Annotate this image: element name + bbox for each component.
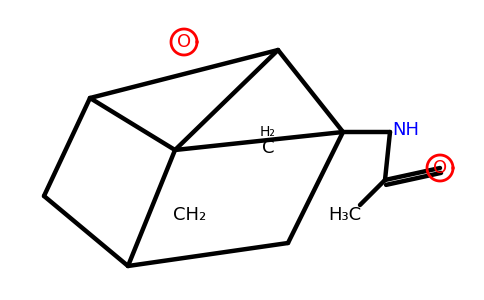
Text: O: O: [433, 159, 447, 177]
Text: H₂: H₂: [260, 125, 276, 139]
Text: CH₂: CH₂: [173, 206, 207, 224]
Text: C: C: [262, 139, 274, 157]
Text: NH: NH: [392, 121, 419, 139]
Text: H₃C: H₃C: [329, 206, 362, 224]
Text: O: O: [177, 33, 191, 51]
